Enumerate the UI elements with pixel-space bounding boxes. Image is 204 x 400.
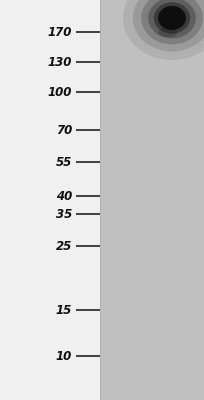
Ellipse shape [158, 6, 186, 30]
Ellipse shape [141, 0, 203, 44]
Ellipse shape [154, 2, 190, 34]
Text: 70: 70 [56, 124, 72, 136]
Ellipse shape [148, 0, 196, 38]
Text: 100: 100 [48, 86, 72, 98]
Text: 130: 130 [48, 56, 72, 68]
Text: 25: 25 [56, 240, 72, 252]
Text: 55: 55 [56, 156, 72, 168]
Text: 15: 15 [56, 304, 72, 316]
Ellipse shape [133, 0, 204, 52]
Bar [100, 0, 204, 400]
Text: 10: 10 [56, 350, 72, 362]
Ellipse shape [158, 28, 178, 37]
Bar [0, 0, 100, 400]
Text: 170: 170 [48, 26, 72, 38]
Ellipse shape [123, 0, 204, 60]
Text: 40: 40 [56, 190, 72, 202]
Text: 35: 35 [56, 208, 72, 220]
